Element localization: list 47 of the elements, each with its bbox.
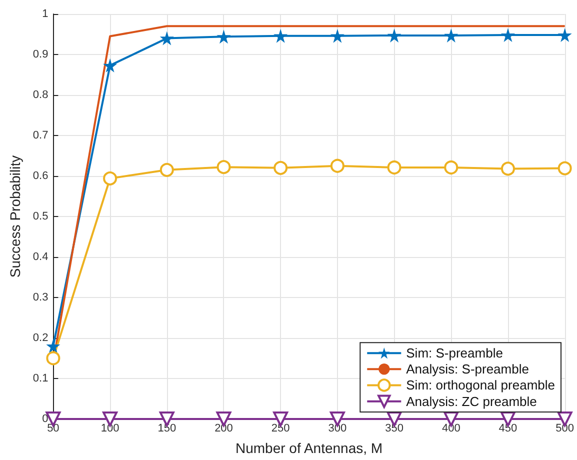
x-tick-label: 350	[385, 422, 404, 434]
point	[330, 28, 344, 43]
x-tick-label: 100	[100, 422, 120, 434]
x-tick-label: 400	[442, 422, 460, 434]
x-tick-label: 150	[158, 422, 176, 434]
x-tick-label: 50	[47, 422, 60, 434]
y-tick-label: 0.7	[32, 130, 48, 142]
x-tick-label: 300	[328, 422, 347, 434]
point	[500, 162, 515, 176]
point	[160, 162, 174, 177]
point	[216, 160, 231, 174]
x-tick-label: 450	[498, 422, 518, 434]
point	[558, 161, 572, 176]
point	[444, 28, 458, 42]
point	[387, 160, 402, 174]
point	[387, 28, 402, 42]
point	[330, 158, 344, 173]
y-axis-title: Success Probability	[7, 155, 23, 278]
x-tick-label: 200	[214, 422, 233, 434]
point	[103, 58, 118, 72]
y-tick-label: 0.1	[32, 372, 48, 384]
y-tick-label: 0.8	[32, 89, 48, 101]
legend-label: Analysis: ZC preamble	[406, 394, 537, 409]
legend-label: Sim: S-preamble	[406, 346, 503, 361]
legend-label: Sim: orthogonal preamble	[406, 378, 555, 393]
y-tick-label: 0.9	[32, 48, 48, 60]
point	[274, 28, 288, 43]
x-axis-title: Number of Antennas, M	[235, 440, 383, 456]
point	[103, 171, 118, 186]
point	[500, 28, 515, 42]
x-tick-label: 250	[271, 422, 290, 434]
legend-label: Analysis: S-preamble	[406, 362, 529, 377]
point	[46, 339, 60, 354]
x-tick-label: 500	[556, 422, 574, 434]
y-tick-label: 0.3	[32, 292, 48, 304]
y-tick-label: 0.4	[32, 251, 48, 263]
point	[274, 160, 288, 175]
y-tick-label: 0.6	[32, 170, 48, 182]
point	[46, 351, 60, 366]
y-tick-label: 0	[42, 413, 48, 425]
point	[558, 28, 572, 42]
point	[216, 30, 231, 44]
y-tick-label: 1	[42, 8, 48, 20]
point	[160, 31, 174, 46]
point	[444, 160, 458, 174]
y-tick-label: 0.5	[32, 210, 48, 222]
y-tick-label: 0.2	[32, 332, 48, 344]
